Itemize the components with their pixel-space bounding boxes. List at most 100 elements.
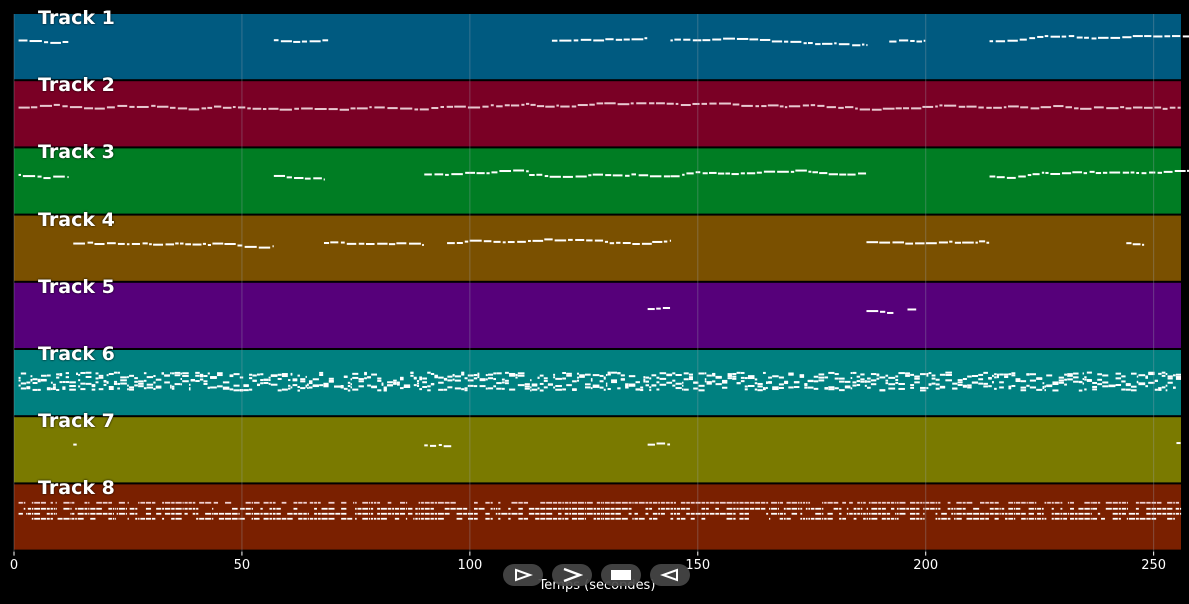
- note: [145, 507, 152, 510]
- note: [196, 517, 199, 520]
- note: [456, 241, 463, 244]
- note: [188, 108, 200, 111]
- note: [681, 384, 684, 387]
- note: [543, 386, 548, 389]
- note: [923, 507, 925, 510]
- note: [80, 388, 86, 391]
- note: [138, 385, 144, 388]
- note: [319, 384, 324, 387]
- note: [736, 382, 741, 385]
- note: [922, 105, 934, 108]
- note: [1032, 173, 1040, 176]
- note: [895, 512, 897, 515]
- note: [405, 501, 408, 504]
- note: [113, 382, 118, 385]
- note: [262, 108, 267, 111]
- note: [1136, 380, 1139, 383]
- note: [499, 170, 511, 173]
- note: [727, 374, 732, 377]
- note: [85, 382, 92, 385]
- note: [886, 517, 891, 520]
- note: [501, 512, 508, 515]
- note: [444, 512, 450, 515]
- note: [1121, 380, 1126, 383]
- note: [1073, 380, 1079, 383]
- note: [723, 37, 735, 40]
- note: [1042, 382, 1045, 385]
- note: [1135, 517, 1139, 520]
- note: [888, 383, 896, 386]
- note: [596, 102, 604, 105]
- note: [1001, 507, 1005, 510]
- note: [1070, 501, 1074, 504]
- note: [562, 377, 566, 380]
- note: [652, 512, 658, 515]
- note: [649, 517, 653, 520]
- note: [698, 384, 705, 387]
- note: [18, 39, 28, 42]
- note: [413, 384, 417, 387]
- note: [905, 372, 910, 375]
- note: [108, 507, 112, 510]
- note: [744, 501, 749, 504]
- note: [871, 512, 878, 515]
- note: [905, 374, 910, 377]
- rewind-button[interactable]: [650, 564, 690, 586]
- note: [108, 517, 112, 520]
- note: [886, 501, 891, 504]
- note: [605, 384, 608, 387]
- note: [162, 517, 165, 520]
- note: [175, 517, 182, 520]
- note: [683, 372, 689, 375]
- note: [46, 388, 51, 391]
- note: [1139, 501, 1146, 504]
- note: [951, 512, 954, 515]
- note: [126, 243, 130, 246]
- note: [659, 383, 667, 386]
- note: [853, 517, 857, 520]
- note: [867, 380, 871, 383]
- note: [1040, 106, 1052, 109]
- note: [408, 242, 421, 245]
- note: [876, 374, 880, 377]
- note: [844, 380, 851, 383]
- note: [430, 382, 435, 385]
- note: [1014, 512, 1016, 515]
- note: [443, 378, 448, 381]
- note: [281, 373, 288, 376]
- note: [225, 517, 232, 520]
- note: [643, 380, 646, 383]
- note: [553, 386, 556, 389]
- note: [153, 374, 156, 377]
- note: [358, 242, 365, 245]
- note: [704, 378, 707, 381]
- note: [40, 507, 46, 510]
- note: [540, 517, 546, 520]
- note: [312, 378, 319, 381]
- note: [1162, 507, 1167, 510]
- note: [719, 501, 726, 504]
- note: [1034, 501, 1037, 504]
- track-notes: [647, 306, 917, 314]
- note: [1151, 501, 1157, 504]
- play-outline-button[interactable]: [503, 564, 543, 586]
- note: [1095, 172, 1102, 175]
- play-button[interactable]: [552, 564, 592, 586]
- note: [709, 501, 715, 504]
- note: [852, 381, 857, 384]
- note: [170, 384, 172, 387]
- note: [69, 385, 76, 388]
- note: [577, 507, 584, 510]
- note: [1045, 171, 1049, 174]
- note: [839, 389, 845, 392]
- note: [222, 387, 230, 390]
- note: [580, 38, 592, 41]
- note: [424, 517, 430, 520]
- note: [394, 517, 400, 520]
- note: [923, 39, 926, 42]
- note: [1014, 507, 1016, 510]
- note: [815, 43, 821, 46]
- note: [482, 105, 489, 108]
- note: [1046, 374, 1053, 377]
- stop-button[interactable]: [601, 564, 641, 586]
